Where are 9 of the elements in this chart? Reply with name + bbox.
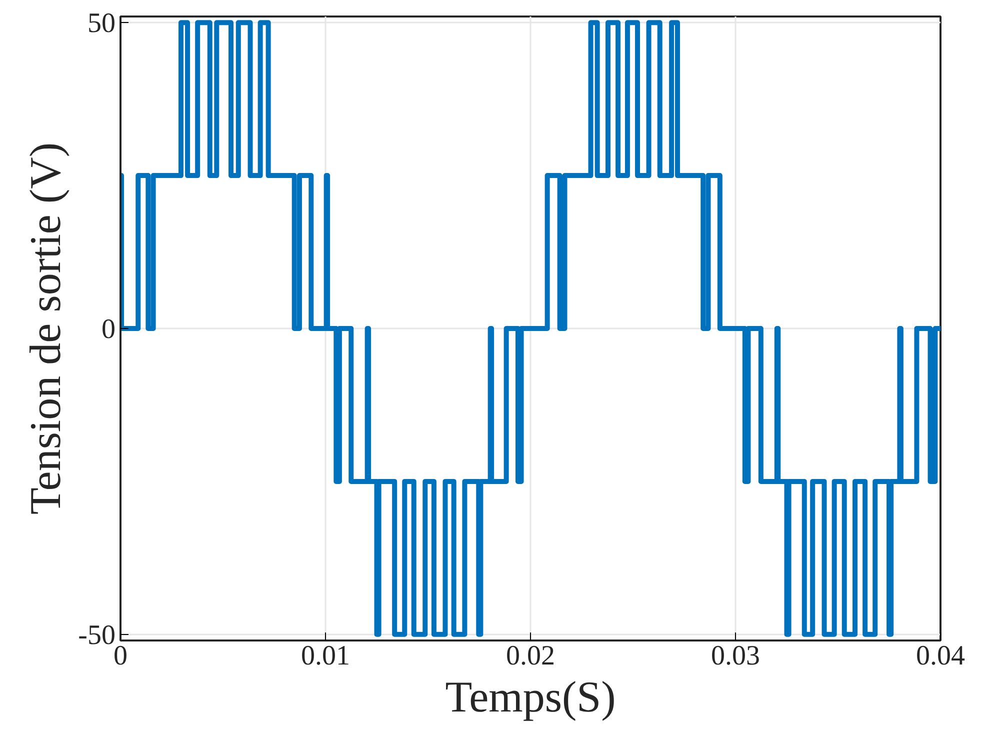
x-tick-label: 0.01: [301, 640, 350, 672]
y-axis-title: Tension de sortie (V): [21, 142, 70, 515]
y-tick-label: 0: [102, 314, 116, 345]
x-tick-label: 0.02: [506, 640, 555, 672]
x-tick-label: 0.04: [916, 640, 965, 672]
y-tick-label: -50: [78, 620, 116, 651]
y-tick-label: 50: [88, 8, 116, 40]
x-axis-title: Temps(S): [445, 672, 616, 722]
x-tick-label: 0.03: [711, 640, 760, 672]
